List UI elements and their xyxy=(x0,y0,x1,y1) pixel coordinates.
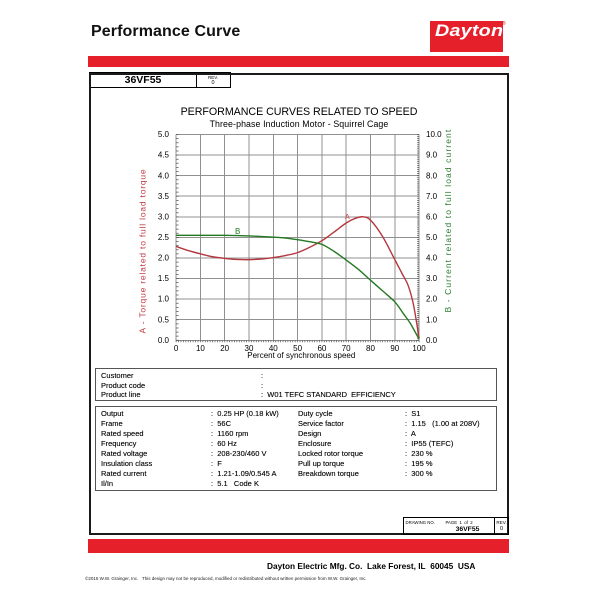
svg-text:50: 50 xyxy=(293,344,302,353)
svg-text:5.0: 5.0 xyxy=(426,233,438,242)
svg-text:2.5: 2.5 xyxy=(158,233,170,242)
svg-text:70: 70 xyxy=(342,344,351,353)
svg-text:3.0: 3.0 xyxy=(426,274,438,283)
svg-text:Percent of synchronous speed: Percent of synchronous speed xyxy=(247,351,355,360)
svg-text:10: 10 xyxy=(196,344,205,353)
svg-text:3.0: 3.0 xyxy=(158,212,170,221)
svg-text:B - Current related to full lo: B - Current related to full load current xyxy=(443,129,453,313)
svg-text:7.0: 7.0 xyxy=(426,192,438,201)
svg-text:80: 80 xyxy=(366,344,375,353)
svg-text:1.5: 1.5 xyxy=(158,274,170,283)
svg-text:A: A xyxy=(345,214,350,221)
svg-text:0.0: 0.0 xyxy=(158,336,170,345)
svg-text:0.0: 0.0 xyxy=(426,336,438,345)
svg-text:30: 30 xyxy=(245,344,254,353)
svg-text:20: 20 xyxy=(220,344,229,353)
svg-text:10.0: 10.0 xyxy=(426,130,442,139)
svg-text:8.0: 8.0 xyxy=(426,171,438,180)
svg-text:5.0: 5.0 xyxy=(158,130,170,139)
svg-text:4.5: 4.5 xyxy=(158,151,170,160)
svg-text:4.0: 4.0 xyxy=(158,171,170,180)
svg-text:100: 100 xyxy=(412,344,426,353)
svg-text:6.0: 6.0 xyxy=(426,212,438,221)
svg-text:4.0: 4.0 xyxy=(426,254,438,263)
svg-text:2.0: 2.0 xyxy=(158,254,170,263)
svg-text:B: B xyxy=(235,227,240,236)
svg-text:9.0: 9.0 xyxy=(426,151,438,160)
svg-text:90: 90 xyxy=(390,344,399,353)
svg-text:40: 40 xyxy=(269,344,278,353)
svg-text:60: 60 xyxy=(317,344,326,353)
svg-text:2.0: 2.0 xyxy=(426,295,438,304)
svg-text:1.0: 1.0 xyxy=(426,315,438,324)
svg-text:0: 0 xyxy=(174,344,179,353)
svg-text:A - Torque related to full loa: A - Torque related to full load torque xyxy=(138,169,148,334)
svg-text:1.0: 1.0 xyxy=(158,295,170,304)
svg-text:0.5: 0.5 xyxy=(158,315,170,324)
svg-text:3.5: 3.5 xyxy=(158,192,170,201)
